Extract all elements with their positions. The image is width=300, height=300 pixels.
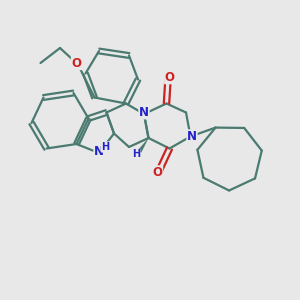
Text: N: N (94, 145, 104, 158)
Text: H: H (101, 142, 110, 152)
Text: O: O (71, 56, 82, 70)
Polygon shape (138, 138, 148, 153)
Text: O: O (165, 70, 175, 84)
Text: N: N (139, 106, 149, 119)
Text: O: O (152, 166, 163, 179)
Text: H: H (132, 149, 140, 160)
Text: N: N (187, 130, 197, 143)
